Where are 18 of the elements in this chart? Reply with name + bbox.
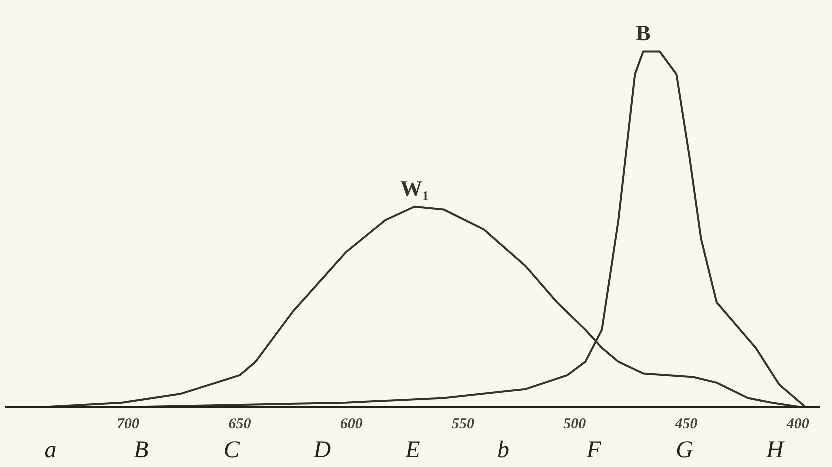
text: H bbox=[766, 438, 786, 464]
text: F bbox=[586, 438, 602, 464]
series-label: W₁ bbox=[400, 176, 430, 201]
text: B bbox=[134, 438, 150, 464]
text: a bbox=[44, 438, 57, 464]
text: E bbox=[404, 438, 421, 464]
x-tick-label: 500 bbox=[564, 416, 587, 432]
x-tick-label: 450 bbox=[674, 416, 698, 432]
text: C bbox=[224, 438, 241, 464]
x-tick-label: 650 bbox=[228, 416, 252, 432]
x-tick-label: 600 bbox=[340, 416, 364, 432]
x-tick-label: 700 bbox=[117, 416, 140, 432]
x-tick-label: 400 bbox=[786, 416, 810, 432]
text: b bbox=[498, 438, 510, 464]
x-tick-label: 550 bbox=[452, 416, 475, 432]
text: G bbox=[676, 438, 694, 464]
text: D bbox=[312, 438, 332, 464]
series-label: B bbox=[636, 20, 652, 46]
